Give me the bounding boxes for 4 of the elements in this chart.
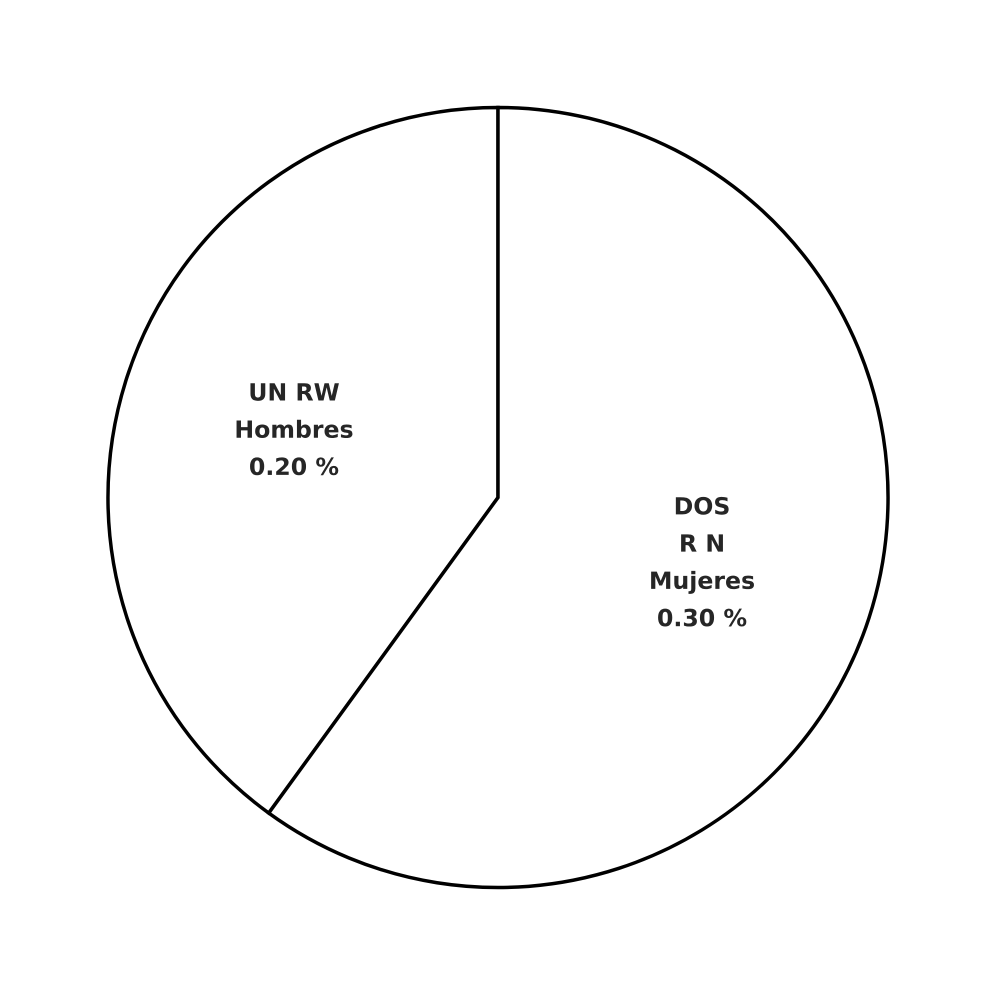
slice-label: DOS R N Mujeres — [651, 496, 754, 594]
slice-label: UN RW Hombres — [236, 383, 352, 438]
data-label: 0.20 % — [250, 457, 338, 476]
data-label: 0.30 % — [658, 608, 746, 627]
